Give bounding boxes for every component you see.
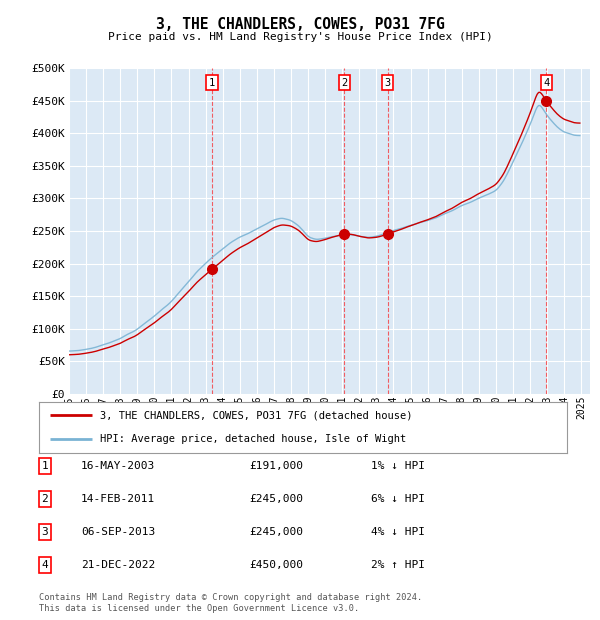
Text: 2% ↑ HPI: 2% ↑ HPI (371, 560, 425, 570)
Text: £245,000: £245,000 (249, 494, 303, 504)
Text: 4: 4 (543, 78, 550, 88)
Text: 16-MAY-2003: 16-MAY-2003 (81, 461, 155, 471)
Text: 4: 4 (41, 560, 49, 570)
Text: 3: 3 (41, 527, 49, 537)
Text: 1% ↓ HPI: 1% ↓ HPI (371, 461, 425, 471)
Text: 06-SEP-2013: 06-SEP-2013 (81, 527, 155, 537)
Text: Price paid vs. HM Land Registry's House Price Index (HPI): Price paid vs. HM Land Registry's House … (107, 32, 493, 42)
Text: £245,000: £245,000 (249, 527, 303, 537)
Text: HPI: Average price, detached house, Isle of Wight: HPI: Average price, detached house, Isle… (100, 434, 406, 444)
Text: £450,000: £450,000 (249, 560, 303, 570)
Text: 4% ↓ HPI: 4% ↓ HPI (371, 527, 425, 537)
Text: 6% ↓ HPI: 6% ↓ HPI (371, 494, 425, 504)
Text: 3: 3 (385, 78, 391, 88)
Text: 1: 1 (209, 78, 215, 88)
Text: 3, THE CHANDLERS, COWES, PO31 7FG: 3, THE CHANDLERS, COWES, PO31 7FG (155, 17, 445, 32)
Text: 21-DEC-2022: 21-DEC-2022 (81, 560, 155, 570)
Text: £191,000: £191,000 (249, 461, 303, 471)
Text: 1: 1 (41, 461, 49, 471)
Text: 3, THE CHANDLERS, COWES, PO31 7FG (detached house): 3, THE CHANDLERS, COWES, PO31 7FG (detac… (100, 410, 412, 420)
Text: Contains HM Land Registry data © Crown copyright and database right 2024.
This d: Contains HM Land Registry data © Crown c… (39, 593, 422, 613)
Text: 2: 2 (341, 78, 347, 88)
Text: 14-FEB-2011: 14-FEB-2011 (81, 494, 155, 504)
Text: 2: 2 (41, 494, 49, 504)
